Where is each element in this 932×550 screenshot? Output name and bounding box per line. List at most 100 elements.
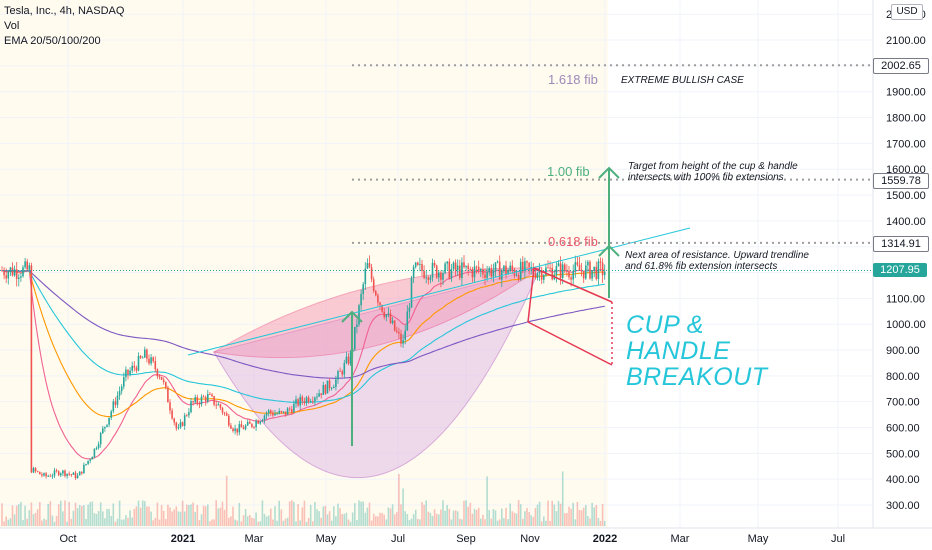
candle-body — [440, 272, 442, 280]
volume-bar — [194, 511, 196, 526]
candle-body — [112, 401, 115, 412]
candle-body — [452, 262, 455, 269]
candle-body — [322, 385, 325, 395]
volume-bar — [146, 506, 148, 526]
volume-bar — [5, 516, 7, 526]
volume-bar — [97, 510, 100, 526]
candle-body — [230, 425, 232, 429]
volume-bar — [215, 500, 217, 526]
volume-bar — [276, 520, 278, 526]
volume-bar — [601, 503, 604, 526]
volume-bar — [438, 514, 440, 526]
candle-body — [309, 401, 312, 403]
volume-bar — [362, 501, 364, 526]
candle-body — [404, 330, 406, 340]
candle-body — [288, 408, 291, 410]
volume-bar — [393, 514, 396, 526]
candle-body — [314, 397, 316, 402]
volume-bar — [263, 513, 266, 526]
price-tag-2002-65: 2002.65 — [873, 58, 929, 75]
volume-bar — [7, 519, 10, 526]
candle-body — [450, 268, 453, 279]
candle-body — [326, 380, 329, 394]
volume-bar — [498, 519, 501, 526]
candle-body — [104, 426, 106, 429]
volume-bar — [503, 518, 505, 526]
volume-bar — [494, 510, 497, 526]
candle-body — [585, 265, 587, 279]
title-line-1: CUP & — [626, 311, 704, 339]
candle-body — [53, 470, 56, 476]
candle-body — [559, 263, 562, 278]
volume-bar — [240, 521, 243, 526]
time-tick-label: Jul — [391, 533, 405, 545]
candle-body — [64, 470, 66, 476]
volume-bar — [141, 500, 144, 526]
volume-bar — [116, 518, 119, 526]
candle-body — [387, 313, 390, 315]
volume-bar — [175, 506, 178, 526]
candle-body — [410, 277, 413, 308]
volume-indicator-label[interactable]: Vol — [4, 20, 20, 32]
price-tick-label: 2100.00 — [886, 35, 926, 47]
volume-bar — [440, 509, 442, 526]
volume-bar — [305, 521, 308, 526]
volume-bar — [387, 507, 390, 526]
ema-indicator-label[interactable]: EMA 20/50/100/200 — [4, 35, 101, 47]
fib-0618-note-line1: Next area of resistance. Upward trendlin… — [625, 250, 809, 261]
volume-bar — [104, 518, 106, 526]
candle-body — [597, 261, 600, 279]
volume-bar — [83, 504, 85, 526]
volume-bar — [431, 515, 434, 526]
currency-button[interactable]: USD — [891, 4, 923, 20]
ema-200-line — [1, 270, 605, 379]
volume-bar — [51, 515, 54, 526]
volume-bar — [400, 504, 402, 526]
volume-bar — [255, 512, 257, 526]
volume-bar — [580, 510, 583, 526]
volume-bar — [301, 507, 304, 526]
volume-bar — [217, 508, 220, 526]
volume-bar — [213, 519, 215, 526]
candle-body — [435, 265, 438, 278]
volume-bar — [209, 521, 211, 526]
volume-bar — [120, 519, 123, 526]
candle-body — [330, 388, 333, 389]
volume-bar — [429, 512, 432, 526]
candle-body — [198, 403, 201, 405]
candle-body — [66, 473, 68, 476]
volume-bar — [223, 509, 226, 526]
candle-body — [524, 261, 526, 271]
candle-body — [60, 473, 62, 476]
candle-body — [291, 409, 293, 413]
volume-bar — [356, 520, 358, 526]
volume-bar — [345, 512, 348, 526]
handle-channel-left — [527, 267, 535, 323]
volume-bar — [295, 521, 297, 526]
candle-body — [551, 268, 553, 280]
volume-bar — [402, 488, 404, 526]
candle-body — [396, 330, 398, 333]
volume-bar — [125, 515, 127, 526]
candle-body — [517, 275, 520, 280]
volume-bar — [62, 511, 64, 526]
time-axis[interactable]: Oct 2021 Mar May Jul Sep Nov 2022 Mar May Jul — [0, 527, 932, 545]
candle-body — [85, 463, 87, 465]
candle-body — [55, 470, 58, 472]
candle-body — [154, 361, 157, 370]
candle-body — [530, 267, 532, 268]
volume-bar — [78, 504, 81, 526]
candle-body — [467, 265, 469, 269]
volume-bar — [244, 508, 247, 526]
candle-body — [570, 277, 572, 280]
candle-body — [393, 320, 396, 331]
symbol-title[interactable]: Tesla, Inc., 4h, NASDAQ — [4, 5, 125, 17]
candle-body — [215, 404, 217, 406]
volume-bar — [74, 502, 77, 526]
volume-bar — [490, 518, 493, 526]
candle-body — [423, 271, 425, 279]
candle-body — [47, 475, 49, 477]
volume-bar — [309, 504, 312, 526]
volume-bar — [574, 519, 577, 526]
